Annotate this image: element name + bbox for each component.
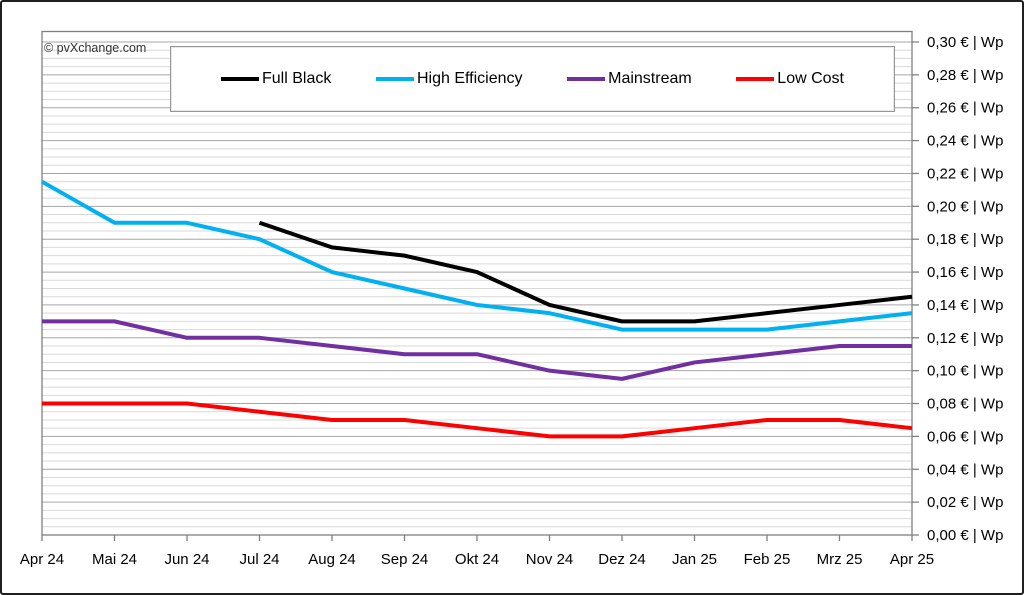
y-axis-label: 0,02 € | Wp <box>927 494 1003 511</box>
legend-line-swatch-low-cost <box>736 77 775 81</box>
y-axis-label: 0,12 € | Wp <box>927 330 1003 347</box>
x-axis-label: Mai 24 <box>92 551 137 568</box>
y-axis-label: 0,14 € | Wp <box>927 297 1003 314</box>
series-line-mainstream <box>42 319 912 381</box>
x-axis-label: Jan 25 <box>672 551 717 568</box>
legend-line-swatch-high-efficiency <box>375 77 414 81</box>
legend-label: Low Cost <box>777 70 844 87</box>
x-axis-label: Dez 24 <box>598 551 646 568</box>
legend-item-mainstream: Mainstream <box>567 70 692 88</box>
x-axis-label: Apr 24 <box>20 551 64 568</box>
legend-line-swatch-mainstream <box>567 77 606 81</box>
series-line-full-black <box>258 220 913 324</box>
y-axis-label: 0,10 € | Wp <box>927 363 1003 380</box>
legend-label: Full Black <box>262 70 332 87</box>
y-axis-label: 0,20 € | Wp <box>927 198 1003 215</box>
legend-label: High Efficiency <box>416 70 523 87</box>
x-axis-label: Nov 24 <box>526 551 574 568</box>
legend-item-full-black: Full Black <box>221 70 331 88</box>
legend: Full Black High Efficiency Mainstream Low C… <box>170 46 895 112</box>
y-axis-label: 0,18 € | Wp <box>927 231 1003 248</box>
series-line-high-efficiency <box>41 179 913 332</box>
y-axis-label: 0,08 € | Wp <box>927 396 1003 413</box>
x-axis-label: Mrz 25 <box>817 551 863 568</box>
x-axis-label: Aug 24 <box>308 551 356 568</box>
y-axis-label: 0,16 € | Wp <box>927 264 1003 281</box>
legend-item-high-efficiency: High Efficiency <box>375 70 523 88</box>
y-axis-label: 0,30 € | Wp <box>927 34 1003 51</box>
x-axis-label: Okt 24 <box>455 551 499 568</box>
series-line-low-cost <box>42 401 913 439</box>
y-axis-label: 0,26 € | Wp <box>927 100 1003 117</box>
legend-item-low-cost: Low Cost <box>736 70 844 88</box>
x-axis-label: Jun 24 <box>164 551 209 568</box>
legend-line-swatch-full-black <box>221 77 259 81</box>
y-axis-label: 0,22 € | Wp <box>927 165 1003 182</box>
x-axis-label: Sep 24 <box>381 551 429 568</box>
copyright-label: © pvXchange.com <box>44 41 147 55</box>
x-axis-label: Apr 25 <box>890 551 934 568</box>
y-axis-label: 0,04 € | Wp <box>927 461 1003 478</box>
y-axis-label: 0,06 € | Wp <box>927 428 1003 445</box>
x-axis-label: Feb 25 <box>744 551 791 568</box>
x-axis-label: Jul 24 <box>239 551 279 568</box>
legend-label: Mainstream <box>608 70 692 87</box>
y-axis-label: 0,24 € | Wp <box>927 133 1003 150</box>
y-axis-label: 0,28 € | Wp <box>927 67 1003 84</box>
y-axis-label: 0,00 € | Wp <box>927 527 1003 544</box>
